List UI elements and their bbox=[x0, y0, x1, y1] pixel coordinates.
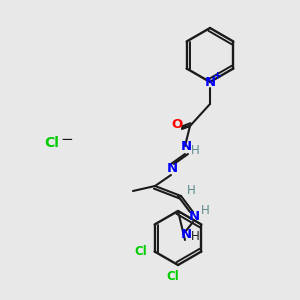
Text: Cl: Cl bbox=[167, 269, 179, 283]
Text: N: N bbox=[180, 227, 192, 241]
Text: Cl: Cl bbox=[45, 136, 59, 150]
Text: H: H bbox=[201, 203, 209, 217]
Text: N: N bbox=[188, 209, 200, 223]
Text: +: + bbox=[213, 71, 223, 81]
Text: Cl: Cl bbox=[134, 245, 147, 258]
Text: N: N bbox=[180, 140, 192, 154]
Text: N: N bbox=[204, 76, 216, 88]
Text: −: − bbox=[61, 131, 74, 146]
Text: H: H bbox=[187, 184, 195, 197]
Text: H: H bbox=[190, 230, 200, 244]
Text: N: N bbox=[167, 161, 178, 175]
Text: H: H bbox=[190, 143, 200, 157]
Text: O: O bbox=[171, 118, 183, 130]
